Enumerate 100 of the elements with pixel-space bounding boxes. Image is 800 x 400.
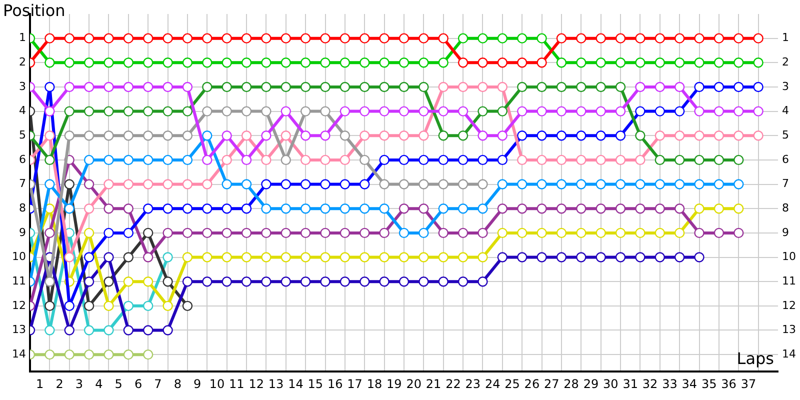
point <box>340 106 350 116</box>
point <box>143 179 154 190</box>
point <box>654 204 665 214</box>
point <box>753 82 764 92</box>
point <box>635 154 646 166</box>
point <box>714 228 724 238</box>
point <box>64 349 74 360</box>
point <box>143 276 154 287</box>
point <box>556 252 567 262</box>
point <box>162 276 173 287</box>
point <box>517 204 528 214</box>
point <box>44 58 55 68</box>
point <box>478 82 488 92</box>
point <box>162 252 173 262</box>
x-tick-label: 5 <box>114 376 122 391</box>
point <box>714 154 724 166</box>
point <box>536 82 547 92</box>
point <box>615 204 626 214</box>
point <box>398 106 410 116</box>
point <box>556 228 567 238</box>
point <box>104 325 114 336</box>
x-tick-label: 22 <box>446 376 461 391</box>
point <box>64 82 74 92</box>
point <box>300 179 311 190</box>
point <box>320 179 330 190</box>
point <box>478 33 488 44</box>
point <box>694 58 704 68</box>
point <box>398 58 410 68</box>
point <box>458 58 468 68</box>
point <box>536 228 547 238</box>
x-tick-label: 3 <box>75 376 84 391</box>
point <box>635 58 646 68</box>
x-tick-label: 32 <box>642 376 658 391</box>
point <box>123 179 134 190</box>
point <box>654 82 665 92</box>
x-tick-label: 30 <box>603 376 618 391</box>
point <box>143 33 154 44</box>
x-tick-label: 34 <box>682 376 698 391</box>
point <box>654 179 665 190</box>
x-tick-label: 24 <box>484 376 500 391</box>
point <box>438 130 448 141</box>
point <box>320 276 330 287</box>
point <box>143 130 154 141</box>
point <box>261 276 272 287</box>
point <box>635 179 646 190</box>
point <box>497 106 508 116</box>
point <box>84 300 94 312</box>
point <box>202 106 212 116</box>
point <box>576 179 586 190</box>
point <box>202 58 212 68</box>
point <box>478 252 488 262</box>
point <box>123 58 134 68</box>
point <box>162 325 173 336</box>
point <box>694 130 704 141</box>
point <box>241 179 252 190</box>
point <box>458 179 468 190</box>
point <box>714 204 724 214</box>
point <box>674 82 685 92</box>
point <box>261 58 272 68</box>
point <box>44 300 55 312</box>
point <box>280 179 291 190</box>
point <box>556 33 567 44</box>
point <box>694 33 704 44</box>
point <box>694 154 704 166</box>
point <box>202 276 212 287</box>
point <box>438 228 448 238</box>
point <box>340 33 350 44</box>
point <box>44 130 55 141</box>
point <box>576 228 586 238</box>
point <box>222 106 232 116</box>
point <box>104 300 114 312</box>
y2-tick-label: 13 <box>782 323 796 336</box>
point <box>104 106 114 116</box>
point <box>576 154 586 166</box>
point <box>261 33 272 44</box>
point <box>182 300 193 312</box>
point <box>84 325 94 336</box>
point <box>320 204 330 214</box>
point <box>340 179 350 190</box>
point <box>360 58 370 68</box>
y2-tick-label: 8 <box>782 201 789 214</box>
point <box>418 204 429 214</box>
point <box>143 349 154 360</box>
point <box>418 154 429 166</box>
point <box>596 228 606 238</box>
point <box>182 130 193 141</box>
point <box>104 228 114 238</box>
point <box>596 82 606 92</box>
point <box>202 252 212 262</box>
point <box>300 276 311 287</box>
point <box>556 82 567 92</box>
point <box>379 130 390 141</box>
point <box>517 33 528 44</box>
x-tick-label: 33 <box>662 376 678 391</box>
y-axis-title: Position <box>3 1 66 20</box>
point <box>753 130 764 141</box>
point <box>360 204 370 214</box>
point <box>300 33 311 44</box>
y-tick-label: 14 <box>12 347 26 360</box>
y2-tick-label: 12 <box>782 298 796 312</box>
